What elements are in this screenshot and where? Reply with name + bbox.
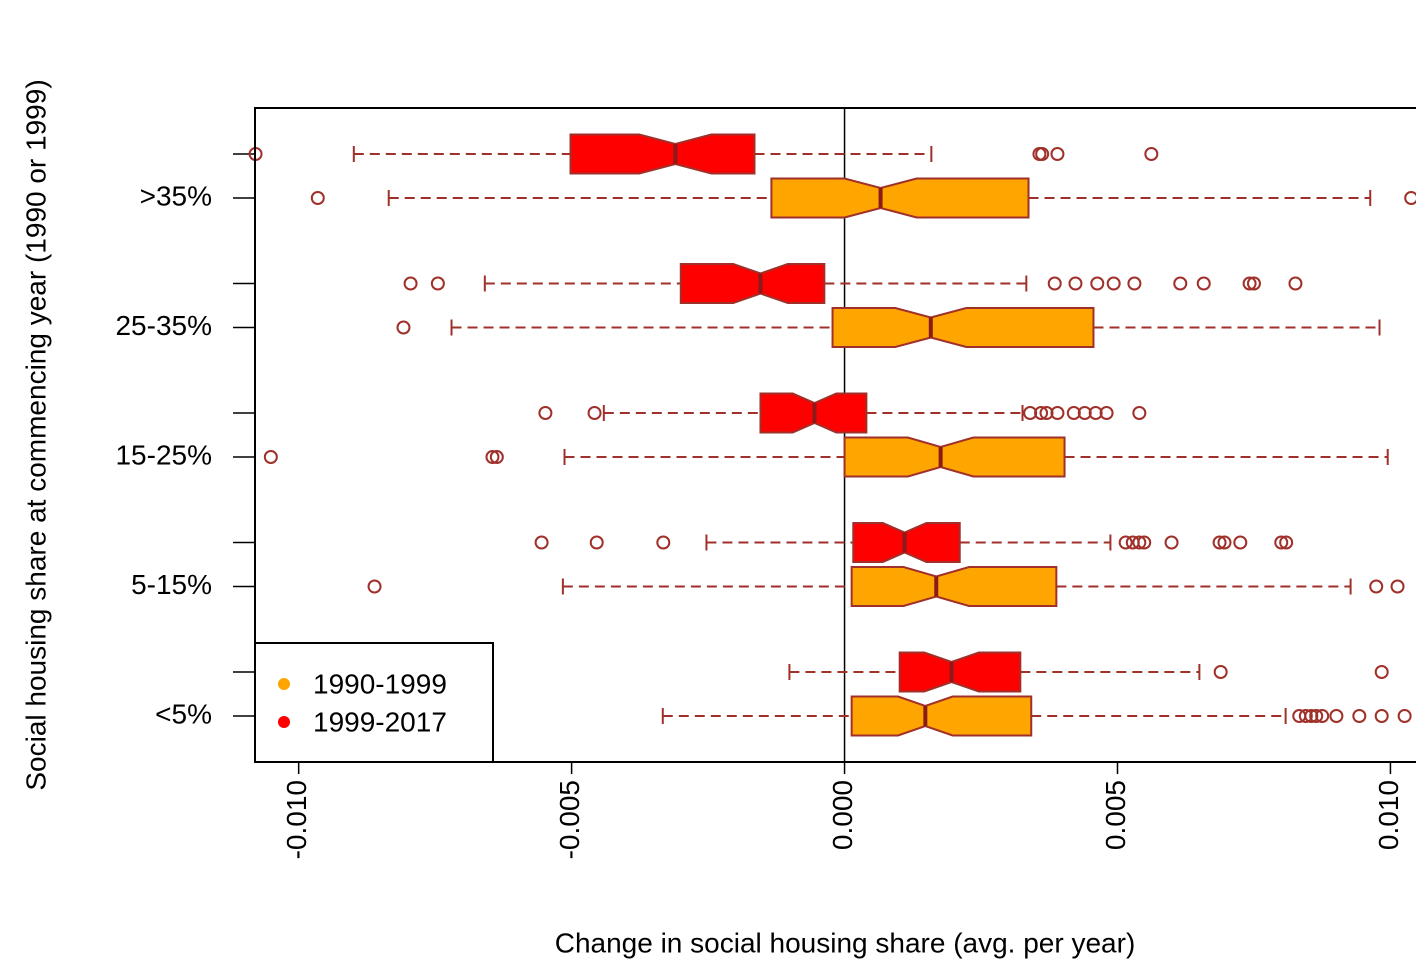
outlier bbox=[1369, 579, 1384, 594]
legend-marker bbox=[278, 678, 290, 690]
outlier bbox=[1304, 709, 1319, 723]
outlier bbox=[1274, 535, 1289, 550]
outlier bbox=[1099, 406, 1114, 420]
outlier bbox=[1132, 535, 1147, 550]
y-axis-label: Social housing share at commencing year … bbox=[20, 79, 51, 790]
outlier bbox=[1090, 276, 1105, 291]
box bbox=[831, 307, 1095, 348]
y-tick-label: >35% bbox=[140, 180, 212, 211]
outlier bbox=[1127, 276, 1142, 291]
outlier bbox=[1374, 709, 1389, 723]
outlier bbox=[1068, 276, 1083, 291]
outlier bbox=[1329, 709, 1344, 723]
outlier bbox=[1050, 147, 1065, 161]
outlier bbox=[1217, 535, 1232, 550]
outlier bbox=[1088, 406, 1103, 420]
outlier bbox=[1212, 535, 1227, 550]
outlier bbox=[263, 450, 278, 464]
box bbox=[770, 177, 1030, 219]
x-tick-label: 0.000 bbox=[827, 780, 858, 850]
outlier bbox=[1144, 147, 1159, 161]
outlier bbox=[489, 450, 504, 464]
outlier bbox=[1050, 406, 1065, 420]
outlier bbox=[1309, 709, 1324, 723]
outlier bbox=[1242, 276, 1257, 291]
y-tick-label: <5% bbox=[155, 698, 212, 729]
outlier bbox=[396, 320, 411, 335]
outlier bbox=[485, 450, 500, 464]
box bbox=[679, 263, 826, 304]
x-tick-label: -0.010 bbox=[281, 780, 312, 859]
outlier bbox=[589, 535, 604, 550]
outlier bbox=[1404, 191, 1416, 205]
y-tick-label: 25-35% bbox=[115, 310, 212, 341]
outlier bbox=[1035, 147, 1050, 161]
outlier bbox=[1233, 535, 1248, 550]
outlier bbox=[1374, 665, 1389, 679]
box bbox=[850, 566, 1058, 607]
x-tick-label: 0.010 bbox=[1373, 780, 1404, 850]
box bbox=[898, 651, 1022, 693]
legend-label: 1999-2017 bbox=[313, 706, 447, 737]
x-axis-label: Change in social housing share (avg. per… bbox=[555, 927, 1136, 958]
x-tick-label: 0.005 bbox=[1100, 780, 1131, 850]
outlier bbox=[534, 535, 549, 550]
y-tick-label: 15-25% bbox=[115, 439, 212, 470]
outlier bbox=[1118, 535, 1133, 550]
y-tick-label: 5-15% bbox=[131, 569, 212, 600]
outlier bbox=[1034, 406, 1049, 420]
outlier bbox=[1196, 276, 1211, 291]
outlier bbox=[656, 535, 671, 550]
outlier bbox=[538, 406, 553, 420]
outlier bbox=[587, 406, 602, 420]
outlier bbox=[1315, 709, 1330, 723]
outlier bbox=[1390, 579, 1405, 594]
outlier bbox=[1173, 276, 1188, 291]
outlier bbox=[1298, 709, 1313, 723]
legend-label: 1990-1999 bbox=[313, 668, 447, 699]
outlier bbox=[1137, 535, 1152, 550]
outlier bbox=[1047, 276, 1062, 291]
outlier bbox=[1066, 406, 1081, 420]
outlier bbox=[1397, 709, 1412, 723]
outlier bbox=[1164, 535, 1179, 550]
outlier bbox=[1106, 276, 1121, 291]
outlier bbox=[1039, 406, 1054, 420]
outlier bbox=[1352, 709, 1367, 723]
outlier bbox=[367, 579, 382, 594]
outlier bbox=[430, 276, 445, 291]
outlier bbox=[1132, 406, 1147, 420]
x-tick-label: -0.005 bbox=[554, 780, 585, 859]
outlier bbox=[1213, 665, 1228, 679]
box bbox=[850, 695, 1033, 737]
legend-box bbox=[254, 642, 494, 763]
outlier bbox=[1077, 406, 1092, 420]
box bbox=[569, 133, 756, 175]
outlier bbox=[310, 191, 325, 205]
outlier bbox=[1246, 276, 1261, 291]
outlier bbox=[1279, 535, 1294, 550]
outlier bbox=[403, 276, 418, 291]
plot-frame bbox=[254, 107, 1416, 763]
box bbox=[843, 436, 1066, 478]
legend-marker bbox=[278, 716, 290, 728]
outlier bbox=[1288, 276, 1303, 291]
outlier bbox=[1023, 406, 1038, 420]
